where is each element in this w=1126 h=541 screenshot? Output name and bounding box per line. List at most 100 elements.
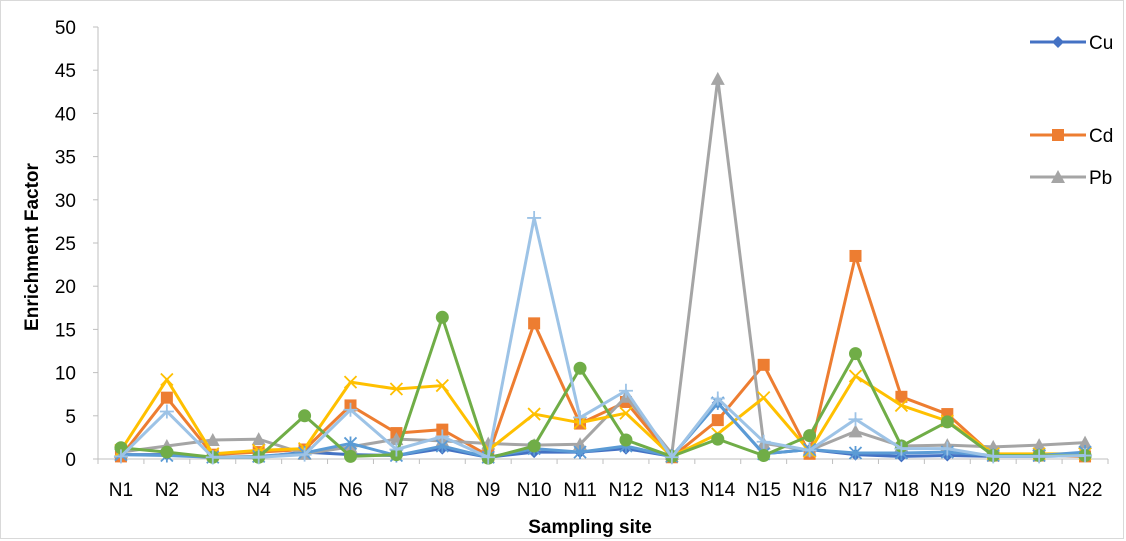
data-point [114, 441, 128, 455]
data-point [343, 402, 358, 417]
legend-label: Cd [1089, 126, 1113, 147]
data-point [802, 443, 817, 458]
x-tick-label: N12 [609, 480, 644, 501]
data-point [527, 439, 541, 453]
x-tick-label: N6 [338, 480, 362, 501]
data-point [251, 432, 266, 446]
data-point [895, 390, 908, 403]
x-tick-label: N22 [1068, 480, 1103, 501]
data-point [757, 449, 771, 463]
data-point [711, 414, 724, 427]
data-point [848, 424, 863, 438]
series-layer [113, 71, 1093, 465]
data-point [481, 450, 496, 465]
data-point [1032, 438, 1047, 452]
y-tick-label: 35 [55, 148, 76, 169]
series-line [120, 315, 1086, 460]
y-tick-label: 5 [65, 407, 76, 428]
data-point [757, 358, 770, 371]
x-tick-label: N1 [109, 480, 133, 501]
data-point [160, 391, 173, 404]
x-tick-label: N5 [292, 480, 316, 501]
x-tick-label: N15 [746, 480, 781, 501]
data-point [940, 415, 954, 429]
series-cd [114, 249, 1092, 464]
data-point [435, 378, 449, 393]
data-point [619, 406, 633, 420]
data-point [1032, 449, 1047, 464]
y-tick-label: 45 [55, 61, 76, 82]
data-point [710, 391, 725, 406]
data-point [389, 442, 404, 457]
x-tick-label: N19 [930, 480, 965, 501]
x-tick-label: N3 [201, 480, 225, 501]
x-tick-label: N20 [976, 480, 1011, 501]
data-point [205, 432, 220, 446]
data-point [573, 361, 587, 375]
x-tick-label: N4 [247, 480, 272, 501]
data-point [344, 449, 357, 463]
x-tick-label: N17 [838, 480, 873, 501]
data-point [849, 347, 862, 361]
data-point [113, 449, 128, 464]
data-point [894, 398, 909, 413]
series-line [119, 374, 1086, 458]
data-point [159, 404, 174, 419]
data-point [435, 310, 449, 324]
data-point [757, 391, 771, 405]
legend-marker [1052, 36, 1064, 48]
x-tick-label: N16 [792, 480, 827, 501]
legend-label: Cu [1089, 33, 1113, 54]
data-point [711, 432, 725, 446]
y-tick-label: 25 [55, 234, 76, 255]
data-point [343, 436, 358, 451]
data-point [664, 450, 679, 465]
data-point [848, 369, 863, 383]
data-point [251, 450, 266, 465]
data-point [573, 445, 587, 460]
data-point [435, 429, 450, 444]
series-unnamed-7 [113, 210, 1093, 465]
x-tick-label: N10 [517, 480, 552, 501]
data-point [849, 249, 862, 262]
y-tick-label: 20 [55, 277, 76, 298]
axes: 0 5 10 15 20 25 30 35 40 45 50 N1 N2 N3 N4 N5 N6 N7 N8 N9 N1… [55, 18, 1109, 501]
data-point [160, 445, 174, 459]
x-tick-label: N18 [884, 480, 919, 501]
legend-marker [1051, 170, 1065, 183]
data-point [573, 437, 588, 451]
data-point [848, 412, 863, 427]
data-point [343, 375, 358, 389]
data-point [389, 382, 404, 396]
data-point [619, 433, 633, 447]
data-point [940, 441, 955, 456]
legend-label: Pb [1089, 168, 1112, 189]
x-tick-label: N21 [1022, 480, 1057, 501]
data-point [848, 445, 863, 460]
data-point [803, 429, 817, 443]
y-tick-label: 40 [55, 104, 76, 125]
data-point [527, 407, 541, 421]
data-point [894, 441, 909, 456]
x-tick-label: N2 [155, 480, 179, 501]
legend: Cu Cd Pb [1030, 33, 1113, 189]
data-point [618, 383, 633, 398]
x-axis-title: Sampling site [528, 517, 652, 538]
x-tick-label: N11 [563, 480, 596, 501]
data-point [573, 410, 588, 425]
data-point [710, 71, 725, 85]
data-point [756, 434, 771, 449]
x-tick-label: N9 [476, 480, 500, 501]
x-tick-label: N8 [430, 480, 454, 501]
data-point [205, 450, 220, 465]
data-point [160, 372, 174, 387]
data-point [297, 447, 312, 462]
series-line [120, 77, 1086, 456]
x-tick-label: N14 [700, 480, 735, 501]
y-tick-label: 50 [55, 18, 76, 39]
y-tick-label: 15 [55, 320, 76, 341]
legend-marker [1052, 129, 1064, 141]
data-point [298, 409, 312, 423]
